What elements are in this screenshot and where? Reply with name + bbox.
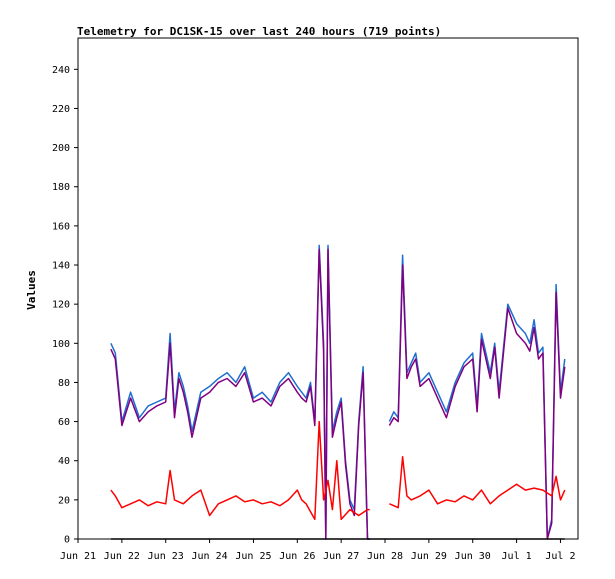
y-tick-label: 80 (58, 378, 70, 389)
x-tick-label: Jul 2 (545, 551, 575, 562)
x-tick-label: Jun 28 (367, 551, 403, 562)
x-tick-label: Jun 22 (104, 551, 140, 562)
series-line-5 (389, 456, 566, 509)
x-tick-label: Jun 24 (192, 551, 228, 562)
series-layer (110, 244, 566, 540)
y-tick-label: 220 (52, 104, 70, 115)
chart-title: Telemetry for DC1SK-15 over last 240 hou… (77, 25, 441, 38)
x-tick-label: Jun 26 (279, 551, 315, 562)
series-line-4 (110, 420, 370, 521)
x-tick-label: Jun 21 (60, 551, 96, 562)
series-line-2 (110, 248, 370, 540)
y-tick-label: 100 (52, 339, 70, 350)
y-tick-label: 120 (52, 300, 70, 311)
series-line-1 (388, 254, 566, 540)
y-tick-label: 180 (52, 182, 70, 193)
y-tick-label: 0 (64, 535, 70, 546)
x-tick-label: Jun 30 (455, 551, 491, 562)
axis-layer: 0 20 40 60 80 100 120 140 160 180 200 220 240 Jun 21 J… (52, 65, 576, 562)
y-tick-label: 160 (52, 221, 70, 232)
y-tick-label: 60 (58, 417, 70, 428)
y-axis-label: Values (25, 270, 38, 310)
y-tick-label: 40 (58, 456, 70, 467)
y-tick-label: 200 (52, 143, 70, 154)
y-tick-label: 240 (52, 65, 70, 76)
x-tick-label: Jun 23 (148, 551, 184, 562)
series-line-3 (388, 264, 566, 540)
y-tick-label: 20 (58, 495, 70, 506)
x-tick-label: Jun 25 (235, 551, 271, 562)
x-tick-label: Jul 1 (502, 551, 532, 562)
x-tick-label: Jun 27 (323, 551, 359, 562)
x-tick-label: Jun 29 (411, 551, 447, 562)
y-tick-label: 140 (52, 261, 70, 272)
